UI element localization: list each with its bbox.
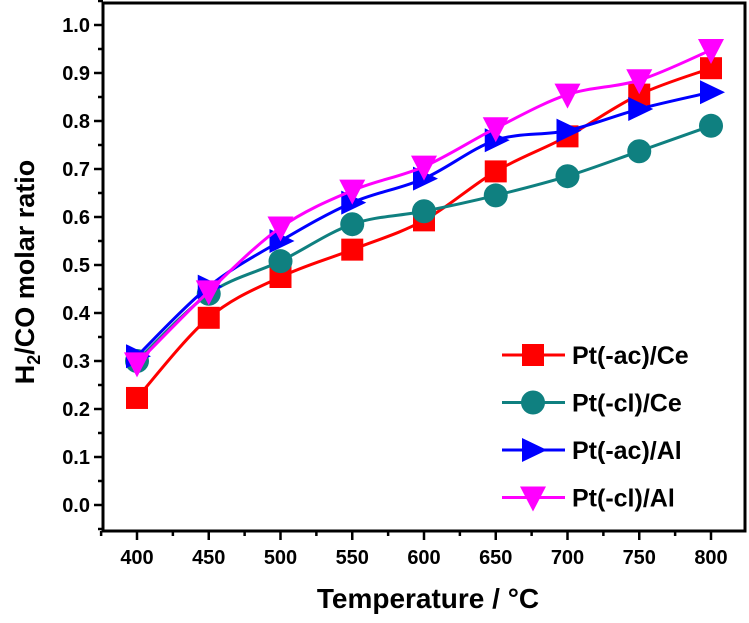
y-tick-label: 0.8 (62, 111, 90, 133)
data-point (413, 166, 438, 191)
legend-label: Pt(-ac)/Al (572, 437, 682, 465)
x-tick-label: 550 (336, 547, 369, 569)
legend-item: Pt(-ac)/Ce (502, 342, 689, 370)
data-point (626, 69, 653, 95)
data-point (126, 386, 148, 409)
legend-item: Pt(-cl)/Ce (502, 390, 682, 418)
legend-label: Pt(-ac)/Ce (572, 342, 689, 370)
y-axis-title-rest: /CO molar ratio (10, 160, 40, 355)
y-axis-title: H2/CO molar ratio (10, 160, 44, 385)
data-point (197, 306, 220, 329)
y-tick-label: 0.3 (62, 351, 90, 373)
y-axis-title-main: H (10, 365, 40, 385)
data-point (628, 97, 654, 121)
data-point (339, 179, 366, 205)
data-point (482, 117, 509, 143)
legend-label: Pt(-cl)/Al (572, 485, 675, 513)
x-tick-label: 700 (551, 547, 584, 569)
legend-item: Pt(-ac)/Al (502, 437, 682, 465)
series-pt-cl-ce (125, 113, 723, 373)
x-tick-label: 750 (623, 547, 656, 569)
y-tick-label: 0.6 (62, 207, 90, 229)
legend-label: Pt(-cl)/Ce (572, 390, 682, 418)
series-pt-cl-al (124, 38, 724, 378)
x-axis-title: Temperature / °C (317, 583, 539, 614)
y-tick-label: 1.0 (62, 15, 90, 37)
data-point (698, 38, 724, 64)
data-point (699, 113, 723, 138)
legend-marker (521, 390, 545, 415)
y-tick-label: 0.7 (62, 159, 90, 181)
y-tick-label: 0.0 (62, 495, 90, 517)
data-point (700, 57, 722, 80)
y-tick-label: 0.9 (62, 63, 90, 85)
legend-marker (522, 438, 547, 462)
data-point (341, 190, 367, 215)
data-point (484, 128, 510, 153)
data-point (700, 80, 725, 105)
x-tick-label: 400 (120, 547, 153, 569)
x-tick-label: 500 (264, 547, 297, 569)
y-tick-label: 0.1 (62, 447, 90, 469)
data-point (268, 249, 293, 274)
x-tick-label: 650 (479, 547, 512, 569)
x-tick-label: 800 (694, 547, 727, 569)
data-point (627, 139, 652, 164)
data-point (267, 216, 294, 242)
x-tick-label: 600 (407, 547, 440, 569)
data-point (411, 155, 437, 181)
y-tick-label: 0.2 (62, 399, 90, 421)
data-point (124, 352, 150, 378)
data-point (556, 118, 582, 143)
y-axis-title-subscript: 2 (24, 355, 44, 365)
legend-item: Pt(-cl)/Al (502, 485, 675, 513)
data-point (341, 238, 364, 261)
x-tick-label: 450 (192, 547, 225, 569)
y-tick-label: 0.4 (62, 303, 91, 325)
data-point (195, 280, 222, 306)
data-point (412, 199, 436, 224)
plot-area: 400 450 500 550 600 650 700 750 800 0.0 0.1 0.2 0.3 0… (62, 0, 747, 569)
data-point (555, 164, 580, 189)
data-point (269, 229, 295, 253)
data-point (483, 183, 508, 208)
series-pt-ac-al (126, 80, 725, 369)
data-point (484, 160, 507, 183)
data-point (340, 212, 365, 237)
data-point (554, 83, 581, 109)
legend-marker (522, 344, 544, 366)
y-tick-label: 0.5 (62, 255, 90, 277)
legend-marker (520, 486, 546, 512)
